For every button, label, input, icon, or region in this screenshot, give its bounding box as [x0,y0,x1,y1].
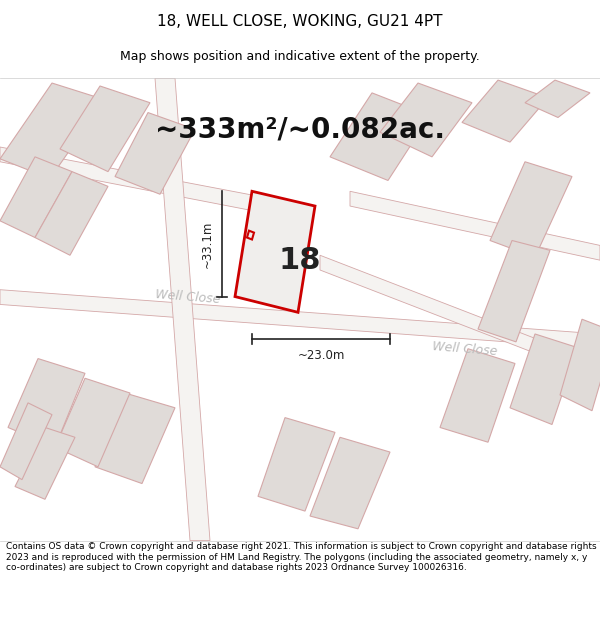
Polygon shape [0,290,600,349]
Polygon shape [60,86,150,172]
Polygon shape [320,255,600,378]
Text: ~23.0m: ~23.0m [298,349,344,362]
Text: Map shows position and indicative extent of the property.: Map shows position and indicative extent… [120,50,480,62]
Polygon shape [55,378,130,467]
Polygon shape [560,319,600,411]
Polygon shape [95,393,175,484]
Polygon shape [35,172,108,255]
Polygon shape [330,93,430,181]
Text: Well Close: Well Close [432,340,498,357]
Polygon shape [510,334,578,424]
Polygon shape [15,428,75,499]
Text: 18, WELL CLOSE, WOKING, GU21 4PT: 18, WELL CLOSE, WOKING, GU21 4PT [157,14,443,29]
Polygon shape [258,418,335,511]
Polygon shape [155,78,210,541]
Text: Well Close: Well Close [155,288,221,306]
Text: ~33.1m: ~33.1m [201,220,214,268]
Polygon shape [0,157,72,238]
Text: Contains OS data © Crown copyright and database right 2021. This information is : Contains OS data © Crown copyright and d… [6,542,596,572]
Text: ~333m²/~0.082ac.: ~333m²/~0.082ac. [155,115,445,143]
Polygon shape [490,162,572,258]
Polygon shape [525,80,590,118]
Polygon shape [0,403,52,479]
Polygon shape [440,349,515,442]
Polygon shape [115,112,195,194]
Polygon shape [235,191,315,312]
Polygon shape [350,191,600,260]
Polygon shape [380,83,472,157]
Polygon shape [247,231,254,239]
Text: 18: 18 [279,246,321,274]
Polygon shape [0,83,105,179]
Polygon shape [0,147,310,221]
Polygon shape [8,359,85,447]
Polygon shape [462,80,548,142]
Polygon shape [478,241,550,342]
Polygon shape [310,438,390,529]
